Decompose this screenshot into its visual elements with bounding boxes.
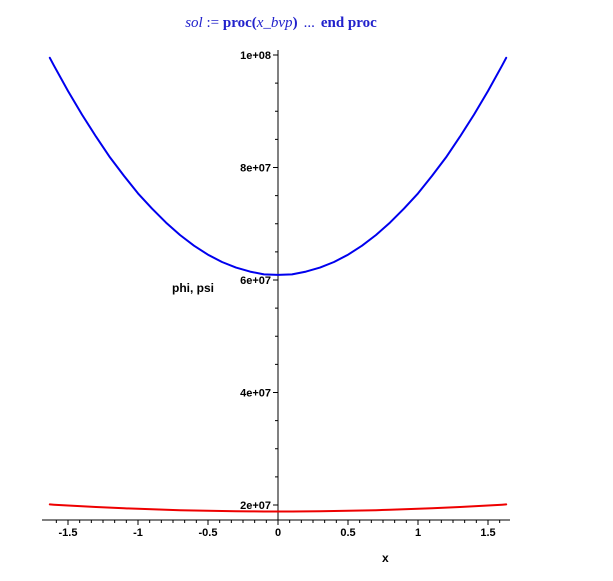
- y-tick-label: 4e+07: [240, 388, 271, 400]
- y-tick-label: 6e+07: [240, 275, 271, 287]
- title-close-paren: ): [292, 15, 298, 31]
- x-tick-label: 0: [275, 527, 281, 539]
- x-tick-label: 0.5: [340, 527, 355, 539]
- y-tick-label: 1e+08: [240, 50, 271, 62]
- title-assign-operator: :=: [202, 15, 223, 31]
- y-axis-label: phi, psi: [172, 281, 214, 295]
- x-tick-label: -1.5: [59, 527, 78, 539]
- phi-curve: [48, 56, 508, 276]
- y-tick-label: 2e+07: [240, 500, 271, 512]
- x-axis-label: x: [382, 551, 389, 565]
- title-ellipsis: ...: [303, 15, 315, 31]
- x-tick-label: 1: [415, 527, 421, 539]
- x-tick-label: -0.5: [199, 527, 218, 539]
- title-end-proc-keyword: end proc: [320, 15, 377, 31]
- title-proc-argument: x_bvp: [256, 15, 293, 31]
- plot-title: sol := proc(x_bvp)... end proc: [185, 15, 377, 32]
- x-tick-label: -1: [133, 527, 143, 539]
- title-proc-keyword: proc(: [222, 15, 257, 31]
- psi-curve: [48, 503, 508, 513]
- title-var: sol: [185, 15, 203, 31]
- y-tick-label: 8e+07: [240, 163, 271, 175]
- x-tick-label: 1.5: [480, 527, 495, 539]
